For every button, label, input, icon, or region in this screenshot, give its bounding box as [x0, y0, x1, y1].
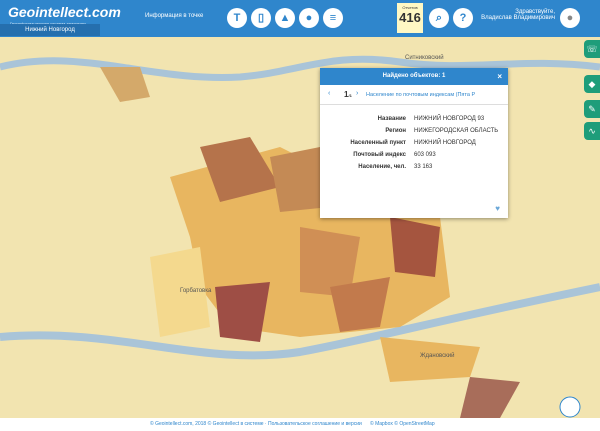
info-value: 603 093: [414, 152, 436, 158]
city-label[interactable]: Нижний Новгород: [0, 24, 100, 36]
map-label: Горбатовка: [180, 288, 212, 294]
district: [460, 377, 520, 418]
reports-counter[interactable]: Отчетов 416: [397, 3, 423, 33]
district: [270, 147, 330, 212]
footer-attribution[interactable]: © Mapbox © OpenStreetMap: [370, 421, 435, 427]
greeting-text: Здравствуйте,: [515, 9, 555, 15]
side-button[interactable]: ☏: [584, 40, 600, 58]
side-button[interactable]: ◆: [584, 75, 600, 93]
help-button[interactable]: ?: [453, 8, 473, 28]
info-value: НИЖНИЙ НОВГОРОД 93: [414, 116, 485, 122]
top-bar: Geointellect.com Геоинформационная систе…: [0, 0, 600, 37]
user-name: Владислав Владимирович: [481, 15, 555, 21]
info-key: Регион: [385, 128, 406, 134]
district: [200, 137, 280, 202]
info-key: Население, чел.: [358, 164, 406, 170]
info-key: Название: [377, 116, 406, 122]
layer-name[interactable]: Население по почтовым индексам (Пята Р: [366, 92, 476, 98]
tool-button[interactable]: ▲: [275, 8, 295, 28]
side-button[interactable]: ✎: [584, 100, 600, 118]
info-popup: Найдено объектов: 1 × ‹ 1/1 › Население …: [320, 68, 508, 218]
district: [390, 217, 440, 277]
info-value: НИЖЕГОРОДСКАЯ ОБЛАСТЬ: [414, 128, 499, 134]
divider: [320, 104, 508, 105]
search-button[interactable]: ⌕: [429, 8, 449, 28]
greeting: Здравствуйте, Владислав Владимирович: [481, 9, 555, 21]
side-button[interactable]: ∿: [584, 122, 600, 140]
district: [330, 277, 390, 332]
info-key: Населенный пункт: [350, 140, 406, 146]
prev-button[interactable]: ‹: [328, 90, 331, 97]
user-avatar[interactable]: ●: [560, 8, 580, 28]
popup-title: Найдено объектов: 1: [382, 73, 446, 79]
map-label: Ждановский: [420, 352, 454, 359]
district: [100, 67, 150, 102]
tool-button[interactable]: ▯: [251, 8, 271, 28]
logo[interactable]: Geointellect.com: [8, 4, 121, 20]
page: 1/1: [344, 90, 352, 99]
zoom-control[interactable]: [559, 396, 581, 418]
tool-button[interactable]: ≡: [323, 8, 343, 28]
tool-button[interactable]: T: [227, 8, 247, 28]
page-total: /1: [348, 93, 352, 98]
map[interactable]: Горбатовка Ждановский Ситниковский: [0, 37, 600, 418]
tool-button[interactable]: ●: [299, 8, 319, 28]
footer-copyright: © Geointellect.com, 2018 © Geointellect …: [150, 421, 362, 427]
heart-icon[interactable]: ♥: [495, 204, 500, 213]
page-current: 1: [344, 90, 349, 99]
reports-count: 416: [399, 10, 421, 25]
footer: © Geointellect.com, 2018 © Geointellect …: [0, 418, 600, 431]
point-info[interactable]: Информация в точке: [145, 13, 204, 19]
district: [300, 227, 360, 297]
info-value: НИЖНИЙ НОВГОРОД: [414, 140, 476, 146]
map-label: Ситниковский: [405, 54, 444, 61]
info-value: 33 163: [414, 164, 433, 170]
info-key: Почтовый индекс: [353, 152, 406, 158]
close-button[interactable]: ×: [497, 72, 502, 81]
reports-label: Отчетов: [402, 5, 418, 10]
district: [215, 282, 270, 342]
river: [0, 283, 600, 360]
logo-subtitle: Геоинформационная система аналитики: [10, 21, 86, 26]
popup-header: Найдено объектов: 1 ×: [320, 68, 508, 85]
river: [0, 55, 600, 81]
district: [150, 247, 210, 337]
next-button[interactable]: ›: [356, 90, 359, 97]
district: [380, 337, 480, 382]
